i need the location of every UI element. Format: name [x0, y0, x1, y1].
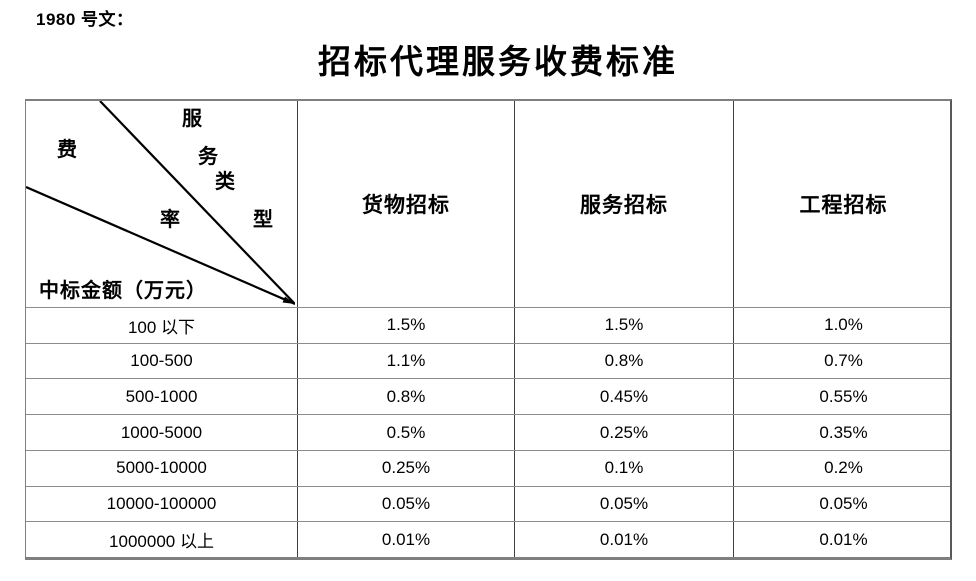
amount-cell: 100-500	[130, 351, 193, 371]
engineering-rate-cell: 0.55%	[733, 379, 953, 415]
corner-label-service-char-4: 型	[253, 209, 273, 231]
column-header-engineering-bidding: 工程招标	[733, 101, 953, 307]
fee-table: 费 服 务 类 率 型 中标金额（万元） 货物招标 服务招标 工程招标 100 …	[25, 99, 952, 560]
service-rate-cell: 0.25%	[514, 415, 733, 450]
amount-cell: 5000-10000	[116, 458, 207, 478]
corner-header-cell: 费 服 务 类 率 型 中标金额（万元）	[26, 101, 297, 307]
table-row: 10000-100000 0.05% 0.05% 0.05%	[26, 485, 953, 522]
document-number-label: 1980 号文：	[36, 10, 134, 29]
engineering-rate-cell: 1.0%	[733, 308, 953, 343]
engineering-rate-cell: 0.2%	[733, 450, 953, 486]
service-rate-cell: 0.05%	[514, 486, 733, 522]
service-rate-cell: 0.45%	[514, 379, 733, 415]
service-rate-cell: 0.8%	[514, 343, 733, 379]
goods-rate-cell: 0.25%	[297, 450, 514, 486]
corner-label-fee-char-2: 率	[160, 209, 180, 231]
table-row: 100 以下 1.5% 1.5% 1.0%	[26, 307, 950, 343]
goods-rate-cell: 0.8%	[297, 379, 514, 415]
table-row: 1000000 以上 0.01% 0.01% 0.01%	[26, 521, 953, 558]
table-row: 500-1000 0.8% 0.45% 0.55%	[26, 378, 953, 415]
corner-label-amount-axis: 中标金额（万元）	[39, 280, 207, 302]
engineering-rate-cell: 0.35%	[733, 415, 953, 450]
amount-cell: 100 以下	[127, 317, 196, 337]
column-header-service-bidding: 服务招标	[514, 101, 733, 307]
table-row: 5000-10000 0.25% 0.1% 0.2%	[26, 449, 953, 486]
amount-cell: 500-1000	[125, 386, 198, 406]
engineering-rate-cell: 0.7%	[733, 343, 953, 379]
service-rate-cell: 0.01%	[514, 522, 733, 558]
goods-rate-cell: 0.01%	[297, 522, 514, 558]
engineering-rate-cell: 0.05%	[733, 486, 953, 522]
corner-label-fee-char-1: 费	[57, 139, 77, 161]
table-body: 100 以下 1.5% 1.5% 1.0% 100-500 1.1% 0.8% …	[26, 307, 953, 558]
corner-label-service-char-3: 类	[215, 171, 235, 193]
table-row: 100-500 1.1% 0.8% 0.7%	[26, 342, 953, 379]
goods-rate-cell: 0.05%	[297, 486, 514, 522]
corner-label-service-char-2: 务	[198, 146, 218, 168]
diagonal-divider-lines	[26, 101, 295, 305]
corner-label-service-char-1: 服	[182, 108, 202, 130]
page-title: 招标代理服务收费标准	[318, 45, 678, 81]
column-header-goods-bidding: 货物招标	[297, 101, 514, 307]
goods-rate-cell: 0.5%	[297, 415, 514, 450]
engineering-rate-cell: 0.01%	[733, 522, 953, 558]
diagonal-arrowhead	[282, 296, 295, 304]
service-rate-cell: 1.5%	[514, 308, 733, 343]
table-header-row: 费 服 务 类 率 型 中标金额（万元） 货物招标 服务招标 工程招标	[26, 101, 950, 307]
amount-cell: 10000-100000	[106, 493, 217, 513]
goods-rate-cell: 1.5%	[297, 308, 514, 343]
goods-rate-cell: 1.1%	[297, 343, 514, 379]
service-rate-cell: 0.1%	[514, 450, 733, 486]
amount-cell: 1000-5000	[120, 422, 203, 442]
amount-cell: 1000000 以上	[109, 532, 214, 552]
table-row: 1000-5000 0.5% 0.25% 0.35%	[26, 414, 950, 450]
